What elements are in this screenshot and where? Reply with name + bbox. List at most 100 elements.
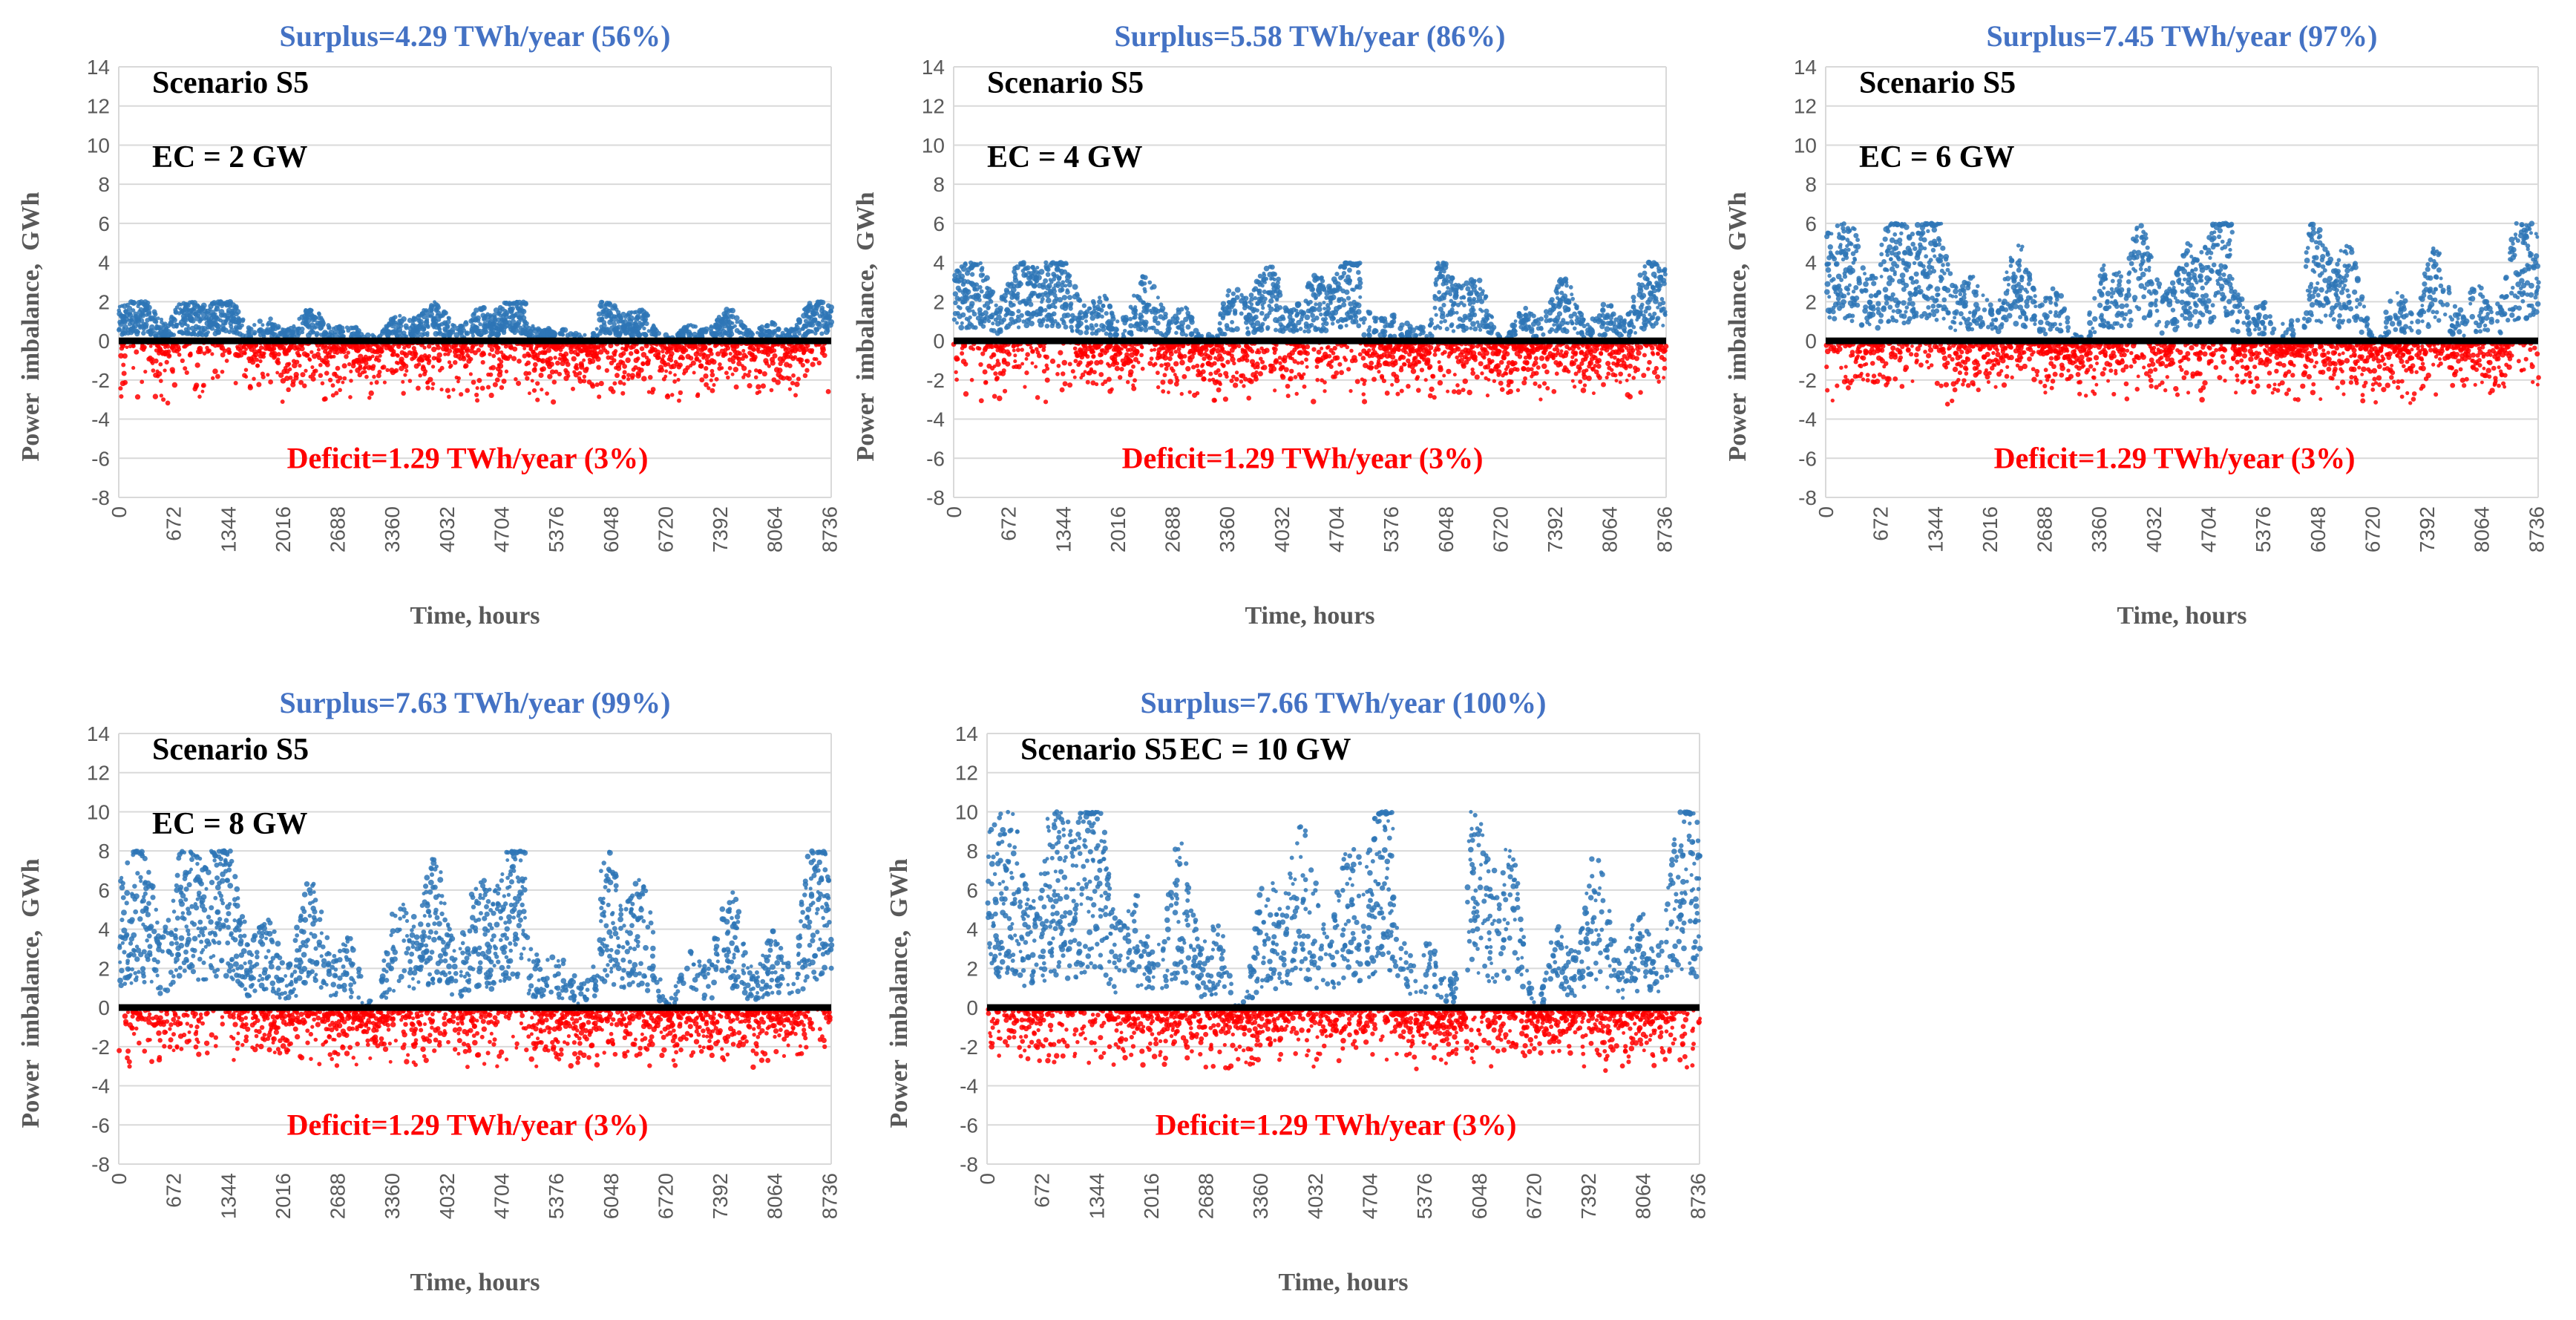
surplus-point xyxy=(301,330,304,334)
deficit-point xyxy=(160,393,163,397)
surplus-point xyxy=(484,330,489,335)
deficit-point xyxy=(1045,367,1049,371)
surplus-point xyxy=(1245,326,1249,330)
x-tick-label: 8736 xyxy=(1653,506,1676,552)
surplus-point xyxy=(629,316,635,321)
surplus-point xyxy=(1259,327,1265,333)
deficit-point xyxy=(546,347,551,353)
surplus-point xyxy=(1062,295,1067,300)
deficit-point xyxy=(826,389,831,394)
deficit-point xyxy=(375,380,379,385)
deficit-point xyxy=(1073,347,1078,351)
deficit-point xyxy=(545,391,549,396)
deficit-point xyxy=(814,357,818,361)
deficit-point xyxy=(715,377,719,382)
surplus-point xyxy=(1094,323,1098,327)
deficit-point xyxy=(996,359,1000,362)
surplus-point xyxy=(1123,329,1127,333)
surplus-point xyxy=(1043,308,1048,313)
surplus-point xyxy=(1326,284,1332,290)
deficit-point xyxy=(311,376,316,382)
deficit-point xyxy=(640,346,645,351)
deficit-point xyxy=(261,354,266,359)
x-tick-label: 8064 xyxy=(764,506,787,552)
deficit-point xyxy=(334,391,338,396)
deficit-point xyxy=(166,350,171,354)
surplus-point xyxy=(1317,307,1323,313)
surplus-point xyxy=(1648,281,1651,284)
deficit-point xyxy=(618,380,623,385)
deficit-point xyxy=(125,345,129,349)
surplus-point xyxy=(430,308,434,313)
deficit-point xyxy=(1031,349,1035,353)
deficit-point xyxy=(599,381,604,386)
surplus-point xyxy=(1142,281,1147,286)
deficit-point xyxy=(1131,365,1135,369)
surplus-point xyxy=(1434,283,1438,287)
deficit-point xyxy=(482,352,486,356)
deficit-point xyxy=(533,362,538,367)
deficit-point xyxy=(392,349,396,353)
deficit-point xyxy=(1100,353,1104,356)
deficit-point xyxy=(403,364,409,370)
surplus-point xyxy=(1462,296,1466,300)
surplus-point xyxy=(1065,290,1070,295)
deficit-point xyxy=(422,346,426,350)
surplus-point xyxy=(1342,298,1346,303)
surplus-point xyxy=(1128,317,1133,321)
surplus-point xyxy=(1072,284,1078,290)
deficit-point xyxy=(298,354,301,358)
surplus-point xyxy=(1472,284,1477,289)
deficit-label: Deficit=1.29 TWh/year (3%) xyxy=(287,441,649,474)
y-tick-label: -6 xyxy=(91,447,110,470)
deficit-point xyxy=(767,364,771,367)
surplus-point xyxy=(1320,278,1325,283)
deficit-point xyxy=(777,367,782,373)
deficit-point xyxy=(168,353,171,357)
deficit-point xyxy=(629,351,633,356)
deficit-point xyxy=(495,377,500,382)
deficit-point xyxy=(300,346,305,351)
deficit-point xyxy=(288,367,292,371)
surplus-point xyxy=(1663,313,1668,317)
deficit-point xyxy=(1003,389,1007,393)
deficit-point xyxy=(659,367,664,373)
deficit-point xyxy=(165,401,171,406)
surplus-point xyxy=(1046,298,1052,304)
surplus-point xyxy=(991,321,994,325)
surplus-point xyxy=(1565,307,1571,313)
deficit-point xyxy=(163,368,166,372)
surplus-point xyxy=(1654,321,1659,326)
surplus-point xyxy=(1523,306,1528,311)
deficit-point xyxy=(804,368,809,373)
surplus-point xyxy=(1153,316,1158,321)
deficit-point xyxy=(459,392,463,396)
deficit-point xyxy=(212,368,218,374)
y-tick-label: 10 xyxy=(87,134,110,157)
surplus-point xyxy=(1070,329,1074,333)
surplus-point xyxy=(1640,303,1645,307)
surplus-point xyxy=(1263,281,1267,284)
surplus-point xyxy=(1033,284,1038,288)
surplus-point xyxy=(1068,280,1072,284)
deficit-point xyxy=(1057,364,1061,368)
surplus-point xyxy=(1274,327,1278,332)
surplus-point xyxy=(1101,304,1106,308)
surplus-point xyxy=(1167,326,1172,330)
surplus-point xyxy=(143,322,149,328)
deficit-point xyxy=(1115,362,1119,365)
deficit-point xyxy=(963,391,969,396)
surplus-point xyxy=(1341,302,1346,307)
deficit-point xyxy=(445,388,450,393)
deficit-point xyxy=(131,344,136,348)
surplus-point xyxy=(1392,316,1397,320)
surplus-point xyxy=(820,300,825,305)
deficit-point xyxy=(595,356,600,362)
surplus-point xyxy=(1654,296,1659,301)
surplus-point xyxy=(953,301,958,306)
surplus-point xyxy=(819,331,824,336)
deficit-point xyxy=(612,381,617,385)
surplus-point xyxy=(445,324,450,330)
scenario-label: Scenario S5 xyxy=(152,66,309,100)
deficit-point xyxy=(983,370,988,375)
